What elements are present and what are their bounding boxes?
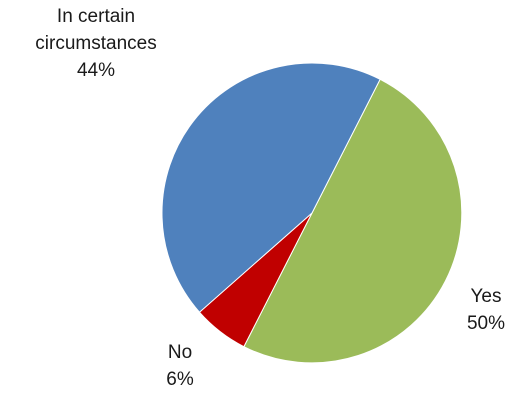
slice-category-label: In certain (57, 6, 135, 27)
slice-category-label: Yes (471, 286, 502, 307)
slice-category-label: circumstances (35, 33, 156, 54)
pie-labels: Yes 50% No 6% In certain circumstances 44% (35, 6, 505, 390)
slice-value-label: 6% (166, 369, 194, 390)
pie-slice-in-certain-circumstances (161, 62, 381, 313)
pie-slice-yes (243, 78, 463, 364)
slice-category-label: No (168, 342, 192, 363)
pie-slices (161, 62, 463, 364)
slice-value-label: 44% (77, 60, 115, 81)
slice-value-label: 50% (467, 313, 505, 334)
